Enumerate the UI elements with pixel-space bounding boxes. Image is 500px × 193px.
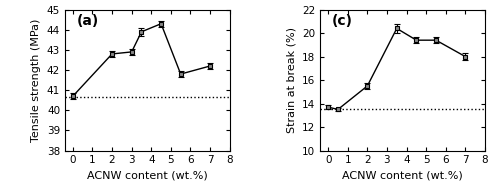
Text: (c): (c) [332, 14, 353, 28]
Y-axis label: Strain at break (%): Strain at break (%) [286, 27, 296, 133]
Text: (a): (a) [76, 14, 99, 28]
X-axis label: ACNW content (wt.%): ACNW content (wt.%) [87, 171, 208, 181]
Y-axis label: Tensile strength (MPa): Tensile strength (MPa) [32, 18, 42, 142]
X-axis label: ACNW content (wt.%): ACNW content (wt.%) [342, 171, 463, 181]
